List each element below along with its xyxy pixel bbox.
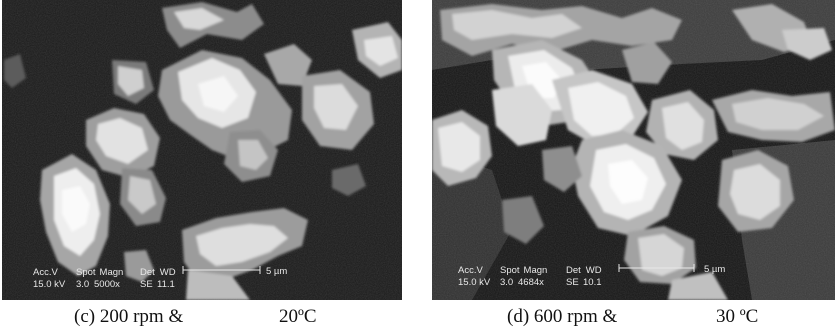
databar-row1-d: Acc.V Spot Magn Det WD [458, 265, 602, 276]
scale-bar-c [182, 266, 261, 274]
particle-agglomerates-c [4, 2, 402, 300]
databar-row2-d: 15.0 kV 3.0 4684x SE 10.1 [458, 277, 602, 288]
databar-d: Acc.V Spot Magn Det WD 15.0 kV 3.0 4684x S… [458, 264, 725, 288]
scale-label-d: 5 µm [704, 264, 725, 275]
databar-row1-c: Acc.V Spot Magn Det WD [33, 267, 176, 278]
databar-c: Acc.V Spot Magn Det WD 15.0 kV 3.0 5000x S… [33, 266, 287, 290]
caption-c-temperature: 20ºC [279, 306, 317, 327]
sem-image-c: Acc.V Spot Magn Det WD 15.0 kV 3.0 5000x S… [2, 0, 402, 300]
sem-image-d: Acc.V Spot Magn Det WD 15.0 kV 3.0 4684x S… [432, 0, 835, 300]
caption-c-prefix: (c) 200 rpm & [74, 306, 184, 327]
caption-d-temperature: 30 ºC [716, 306, 759, 327]
sem-micrograph-c: Acc.V Spot Magn Det WD 15.0 kV 3.0 5000x S… [2, 0, 402, 300]
particle-agglomerates-d [432, 4, 835, 300]
caption-d-prefix: (d) 600 rpm & [507, 306, 618, 327]
sem-micrograph-d: Acc.V Spot Magn Det WD 15.0 kV 3.0 4684x S… [432, 0, 835, 300]
scale-bar-d [618, 264, 695, 272]
databar-row2-c: 15.0 kV 3.0 5000x SE 11.1 [33, 279, 175, 290]
scale-label-c: 5 µm [266, 266, 287, 277]
